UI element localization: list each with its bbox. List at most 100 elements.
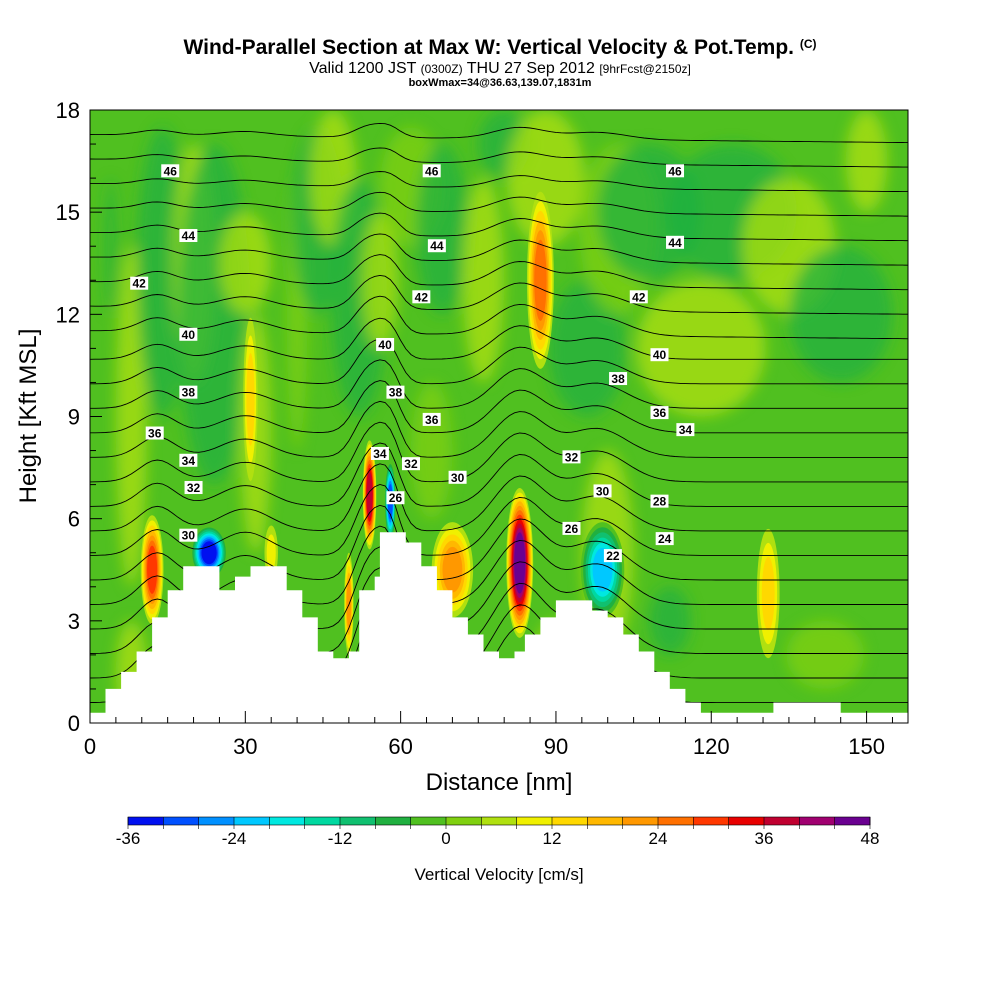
colorbar-swatch	[728, 817, 765, 825]
colorbar-tick-label: -24	[222, 829, 247, 848]
contour-label-text: 40	[182, 328, 196, 342]
contour-label: 24	[655, 532, 674, 546]
y-tick-label: 6	[68, 507, 80, 532]
colorbar: -36 -24 -12 0 12 24 36 48	[116, 816, 880, 848]
contour-label: 32	[562, 450, 581, 464]
theta-contour	[90, 212, 908, 242]
colorbar-swatch	[587, 817, 624, 825]
velocity-core	[266, 534, 276, 572]
y-tick-label: 3	[68, 609, 80, 634]
theta-contour	[90, 254, 908, 291]
contour-label-text: 46	[668, 164, 682, 178]
contour-label: 42	[412, 290, 431, 304]
theta-contour	[90, 484, 908, 556]
theta-contour	[90, 191, 908, 217]
plot-area: 46 46 46 44 44 44 42 42 42 40 40 40 38 38 38 36 36 36 34 34…	[90, 110, 908, 723]
contour-label-text: 42	[133, 277, 147, 291]
theta-contour	[90, 233, 908, 266]
contour-label-text: 44	[430, 239, 444, 253]
colorbar-swatch	[269, 817, 306, 825]
contour-label-text: 44	[182, 229, 196, 243]
colorbar-swatch	[410, 817, 447, 825]
contour-label: 36	[145, 426, 164, 441]
contour-label-text: 38	[182, 386, 196, 400]
contour-label: 30	[593, 484, 612, 498]
colorbar-swatch	[693, 817, 730, 825]
contour-label-text: 26	[389, 491, 403, 505]
contour-label: 26	[386, 491, 405, 505]
colorbar-swatch	[163, 817, 200, 825]
contour-label: 32	[401, 457, 420, 471]
colorbar-swatch	[799, 817, 836, 825]
colorbar-swatch	[658, 817, 694, 825]
velocity-streak	[105, 178, 116, 315]
contour-label: 40	[179, 327, 198, 342]
contour-label: 44	[179, 229, 198, 243]
contour-label-text: 36	[148, 427, 162, 441]
y-tick-label: 18	[56, 98, 80, 123]
contour-label-text: 24	[658, 532, 672, 546]
velocity-streak	[786, 620, 864, 689]
contour-label-text: 46	[425, 164, 439, 178]
y-axis-label: Height [Kft MSL]	[15, 329, 42, 504]
contour-label-text: 22	[606, 549, 620, 563]
contour-label: 38	[386, 385, 405, 400]
velocity-streak	[548, 280, 626, 417]
contour-label-text: 42	[632, 290, 646, 304]
contour-label: 22	[603, 549, 622, 563]
theta-contour	[90, 274, 908, 315]
colorbar-swatch	[128, 817, 164, 825]
velocity-core	[147, 545, 158, 594]
theta-contour	[90, 380, 908, 434]
theta-contour	[90, 295, 908, 340]
colorbar-tick-label: 48	[861, 829, 880, 848]
contour-label-text: 26	[565, 522, 579, 536]
colorbar-swatch	[340, 817, 376, 825]
y-tick-label: 12	[56, 302, 80, 327]
theta-contour	[90, 504, 908, 581]
contour-label-text: 34	[182, 454, 196, 468]
contour-label-text: 38	[389, 386, 403, 400]
velocity-streak	[649, 586, 691, 655]
contour-label: 30	[179, 528, 198, 543]
colorbar-swatch	[834, 817, 871, 825]
contour-label: 46	[666, 164, 685, 178]
contour-label-text: 40	[653, 348, 667, 362]
colorbar-tick-label: 24	[649, 829, 668, 848]
theta-contour	[90, 463, 908, 532]
theta-contour	[90, 442, 908, 507]
theta-contour	[90, 525, 908, 605]
contour-label: 36	[650, 406, 669, 420]
contour-label: 36	[422, 412, 441, 427]
colorbar-swatch	[375, 817, 412, 825]
contour-label: 28	[650, 494, 669, 509]
contour-label-text: 40	[378, 338, 392, 352]
contour-label-text: 34	[679, 423, 693, 437]
velocity-core	[534, 239, 547, 321]
contour-label: 46	[161, 164, 180, 178]
contour-label: 38	[609, 372, 628, 386]
y-tick-label: 9	[68, 405, 80, 430]
terrain	[90, 532, 908, 723]
colorbar-swatch	[446, 817, 482, 825]
contour-label-text: 32	[187, 481, 201, 495]
contour-label: 38	[179, 385, 198, 400]
colorbar-swatch	[234, 817, 270, 825]
contour-label: 42	[130, 276, 149, 291]
colorbar-label: Vertical Velocity [cm/s]	[414, 865, 583, 884]
contour-label: 40	[650, 348, 669, 362]
velocity-streak	[845, 110, 888, 213]
velocity-core	[201, 541, 217, 565]
theta-contour	[90, 400, 908, 458]
contour-label-text: 30	[596, 484, 610, 498]
velocity-streak	[361, 212, 399, 349]
colorbar-swatch	[516, 817, 553, 825]
theta-contour-labels: 46 46 46 44 44 44 42 42 42 40 40 40 38 38 38 36 36 36 34 34…	[130, 164, 695, 563]
contour-label-text: 44	[668, 236, 682, 250]
chart-title: Wind-Parallel Section at Max W: Vertical…	[183, 36, 817, 59]
contour-label: 34	[370, 446, 389, 461]
contour-label: 40	[376, 337, 395, 352]
velocity-streak	[506, 110, 585, 247]
